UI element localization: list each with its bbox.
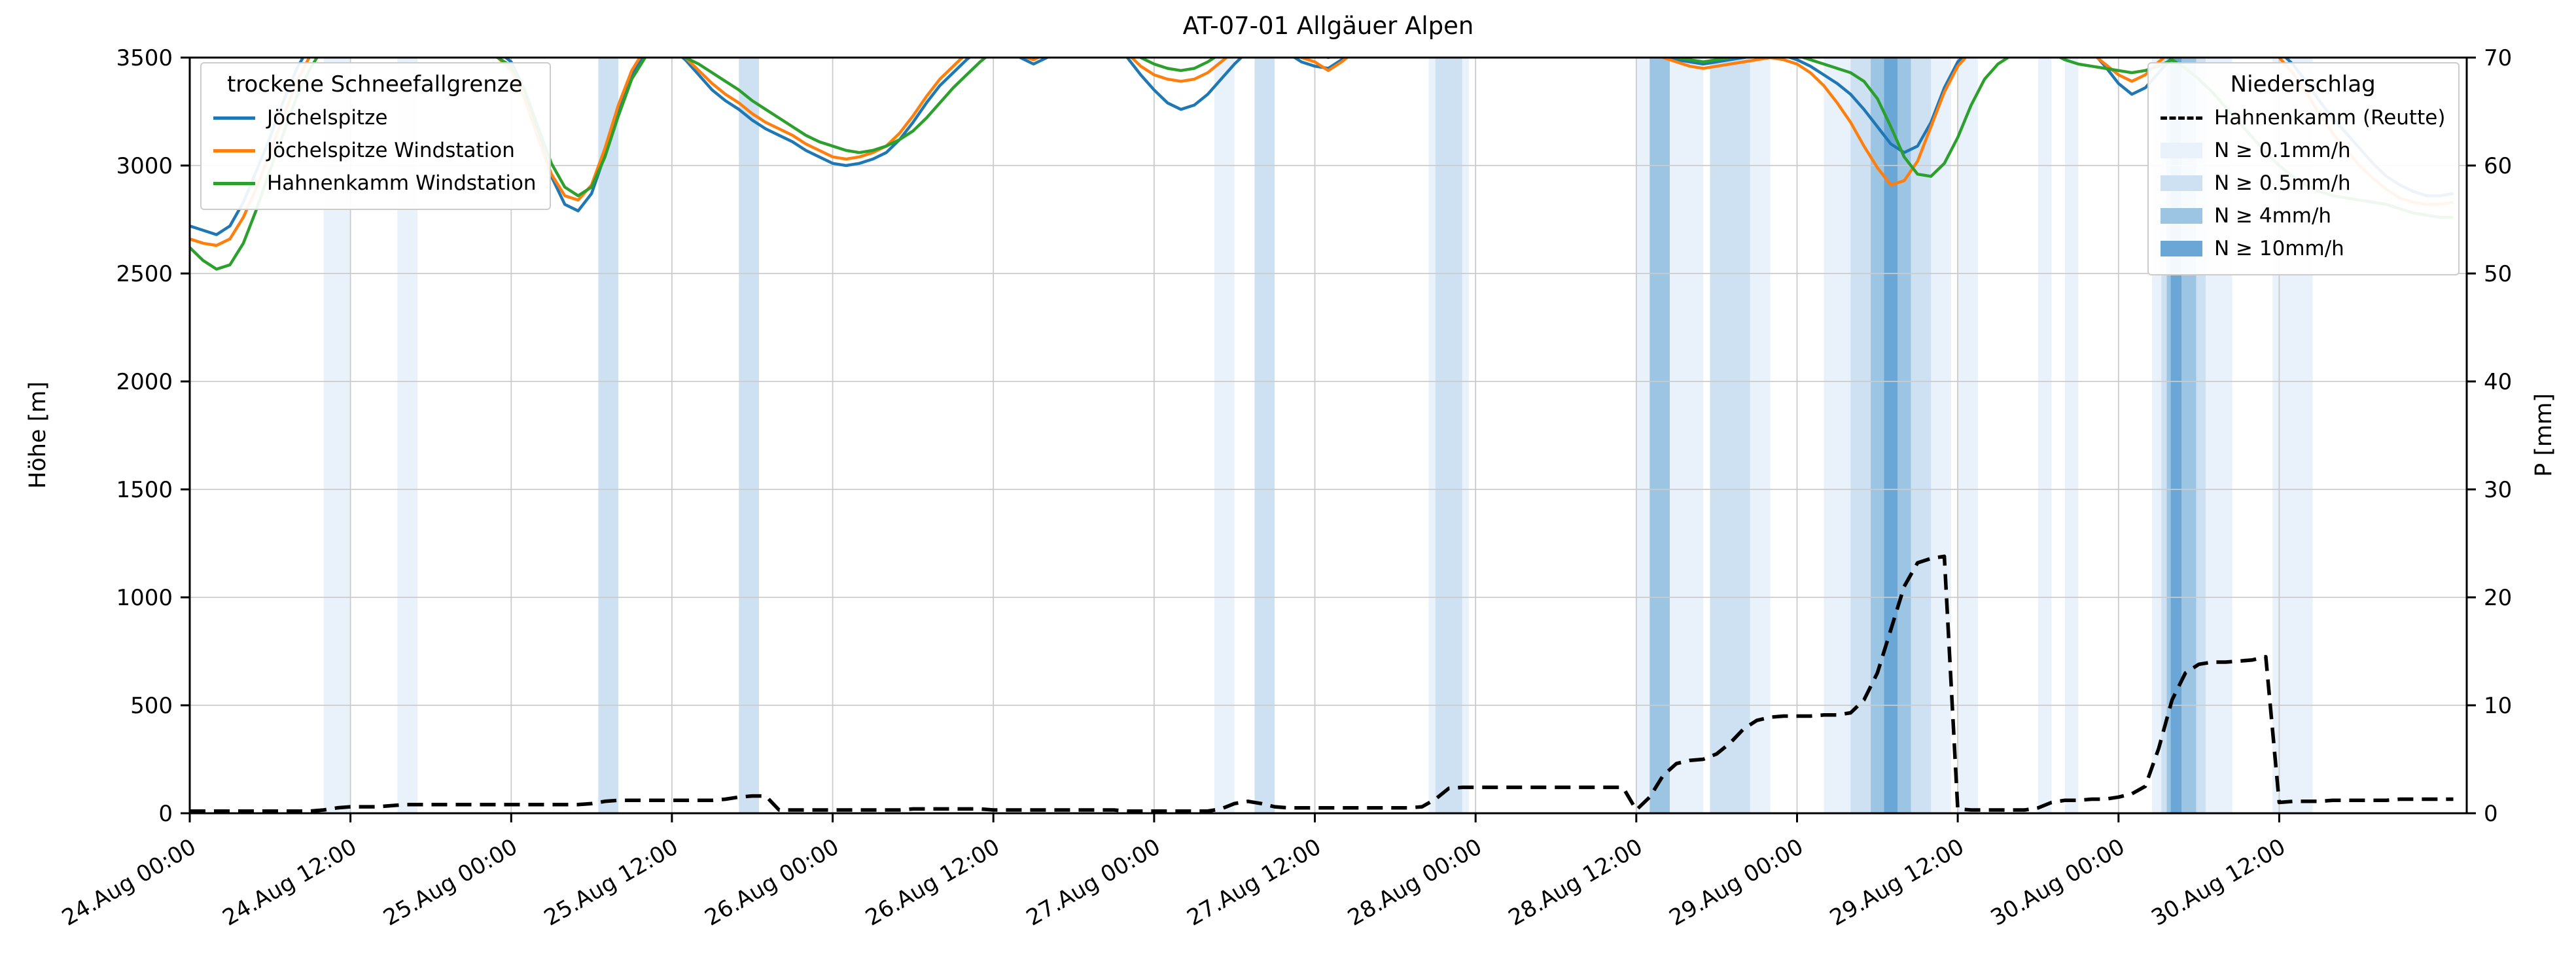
band-swatch-4mmh — [2161, 208, 2202, 224]
legend-label: Jöchelspitze Windstation — [267, 139, 515, 162]
svg-text:0: 0 — [2484, 801, 2498, 827]
legend-label: N ≥ 0.1mm/h — [2214, 139, 2351, 162]
legend-entry-precip-level-3: N ≥ 4mm/h — [2161, 200, 2445, 232]
legend-label: N ≥ 0.5mm/h — [2214, 171, 2351, 195]
dashed-line-swatch — [2161, 116, 2202, 120]
legend-entry-hahnenkamm-windstation: Hahnenkamm Windstation — [213, 167, 537, 200]
legend-label: Jöchelspitze — [267, 106, 388, 130]
svg-text:1500: 1500 — [116, 477, 173, 503]
legend-snowline: trockene Schneefallgrenze Jöchelspitze J… — [200, 62, 551, 210]
svg-text:3000: 3000 — [116, 153, 173, 179]
band-swatch-0-1mmh — [2161, 143, 2202, 158]
legend-entry-precip-level-4: N ≥ 10mm/h — [2161, 232, 2445, 265]
y-axis-label-left: Höhe [m] — [25, 381, 51, 489]
svg-text:2500: 2500 — [116, 261, 173, 287]
legend-entry-hahnenkamm-reutte: Hahnenkamm (Reutte) — [2161, 101, 2445, 134]
svg-text:10: 10 — [2484, 693, 2512, 719]
svg-text:500: 500 — [130, 693, 173, 719]
line-swatch-hahnenkamm-windstation — [213, 181, 255, 185]
svg-text:40: 40 — [2484, 369, 2512, 395]
svg-text:30: 30 — [2484, 477, 2512, 503]
legend-entry-joechelspitze: Jöchelspitze — [213, 101, 537, 134]
line-swatch-joechelspitze — [213, 116, 255, 120]
legend-precip: Niederschlag Hahnenkamm (Reutte) N ≥ 0.1… — [2147, 62, 2460, 275]
legend-entry-precip-level-1: N ≥ 0.1mm/h — [2161, 134, 2445, 167]
legend-entry-precip-level-2: N ≥ 0.5mm/h — [2161, 167, 2445, 200]
legend-entry-joechelspitze-windstation: Jöchelspitze Windstation — [213, 134, 537, 167]
svg-text:20: 20 — [2484, 585, 2512, 611]
band-swatch-10mmh — [2161, 241, 2202, 256]
svg-text:70: 70 — [2484, 45, 2512, 71]
svg-text:1000: 1000 — [116, 585, 173, 611]
y-axis-label-right: P [mm] — [2531, 393, 2557, 477]
svg-text:60: 60 — [2484, 153, 2512, 179]
legend-label: N ≥ 10mm/h — [2214, 237, 2344, 260]
chart-title: AT-07-01 Allgäuer Alpen — [1182, 12, 1474, 40]
line-swatch-joechelspitze-windstation — [213, 149, 255, 152]
svg-text:0: 0 — [158, 801, 173, 827]
legend-label: Hahnenkamm Windstation — [267, 171, 537, 195]
svg-text:3500: 3500 — [116, 45, 173, 71]
legend-label: N ≥ 4mm/h — [2214, 204, 2332, 228]
legend-precip-title: Niederschlag — [2230, 71, 2376, 97]
svg-text:2000: 2000 — [116, 369, 173, 395]
band-swatch-0-5mmh — [2161, 175, 2202, 191]
legend-label: Hahnenkamm (Reutte) — [2214, 106, 2446, 130]
legend-snowline-title: trockene Schneefallgrenze — [226, 71, 523, 97]
svg-text:50: 50 — [2484, 261, 2512, 287]
